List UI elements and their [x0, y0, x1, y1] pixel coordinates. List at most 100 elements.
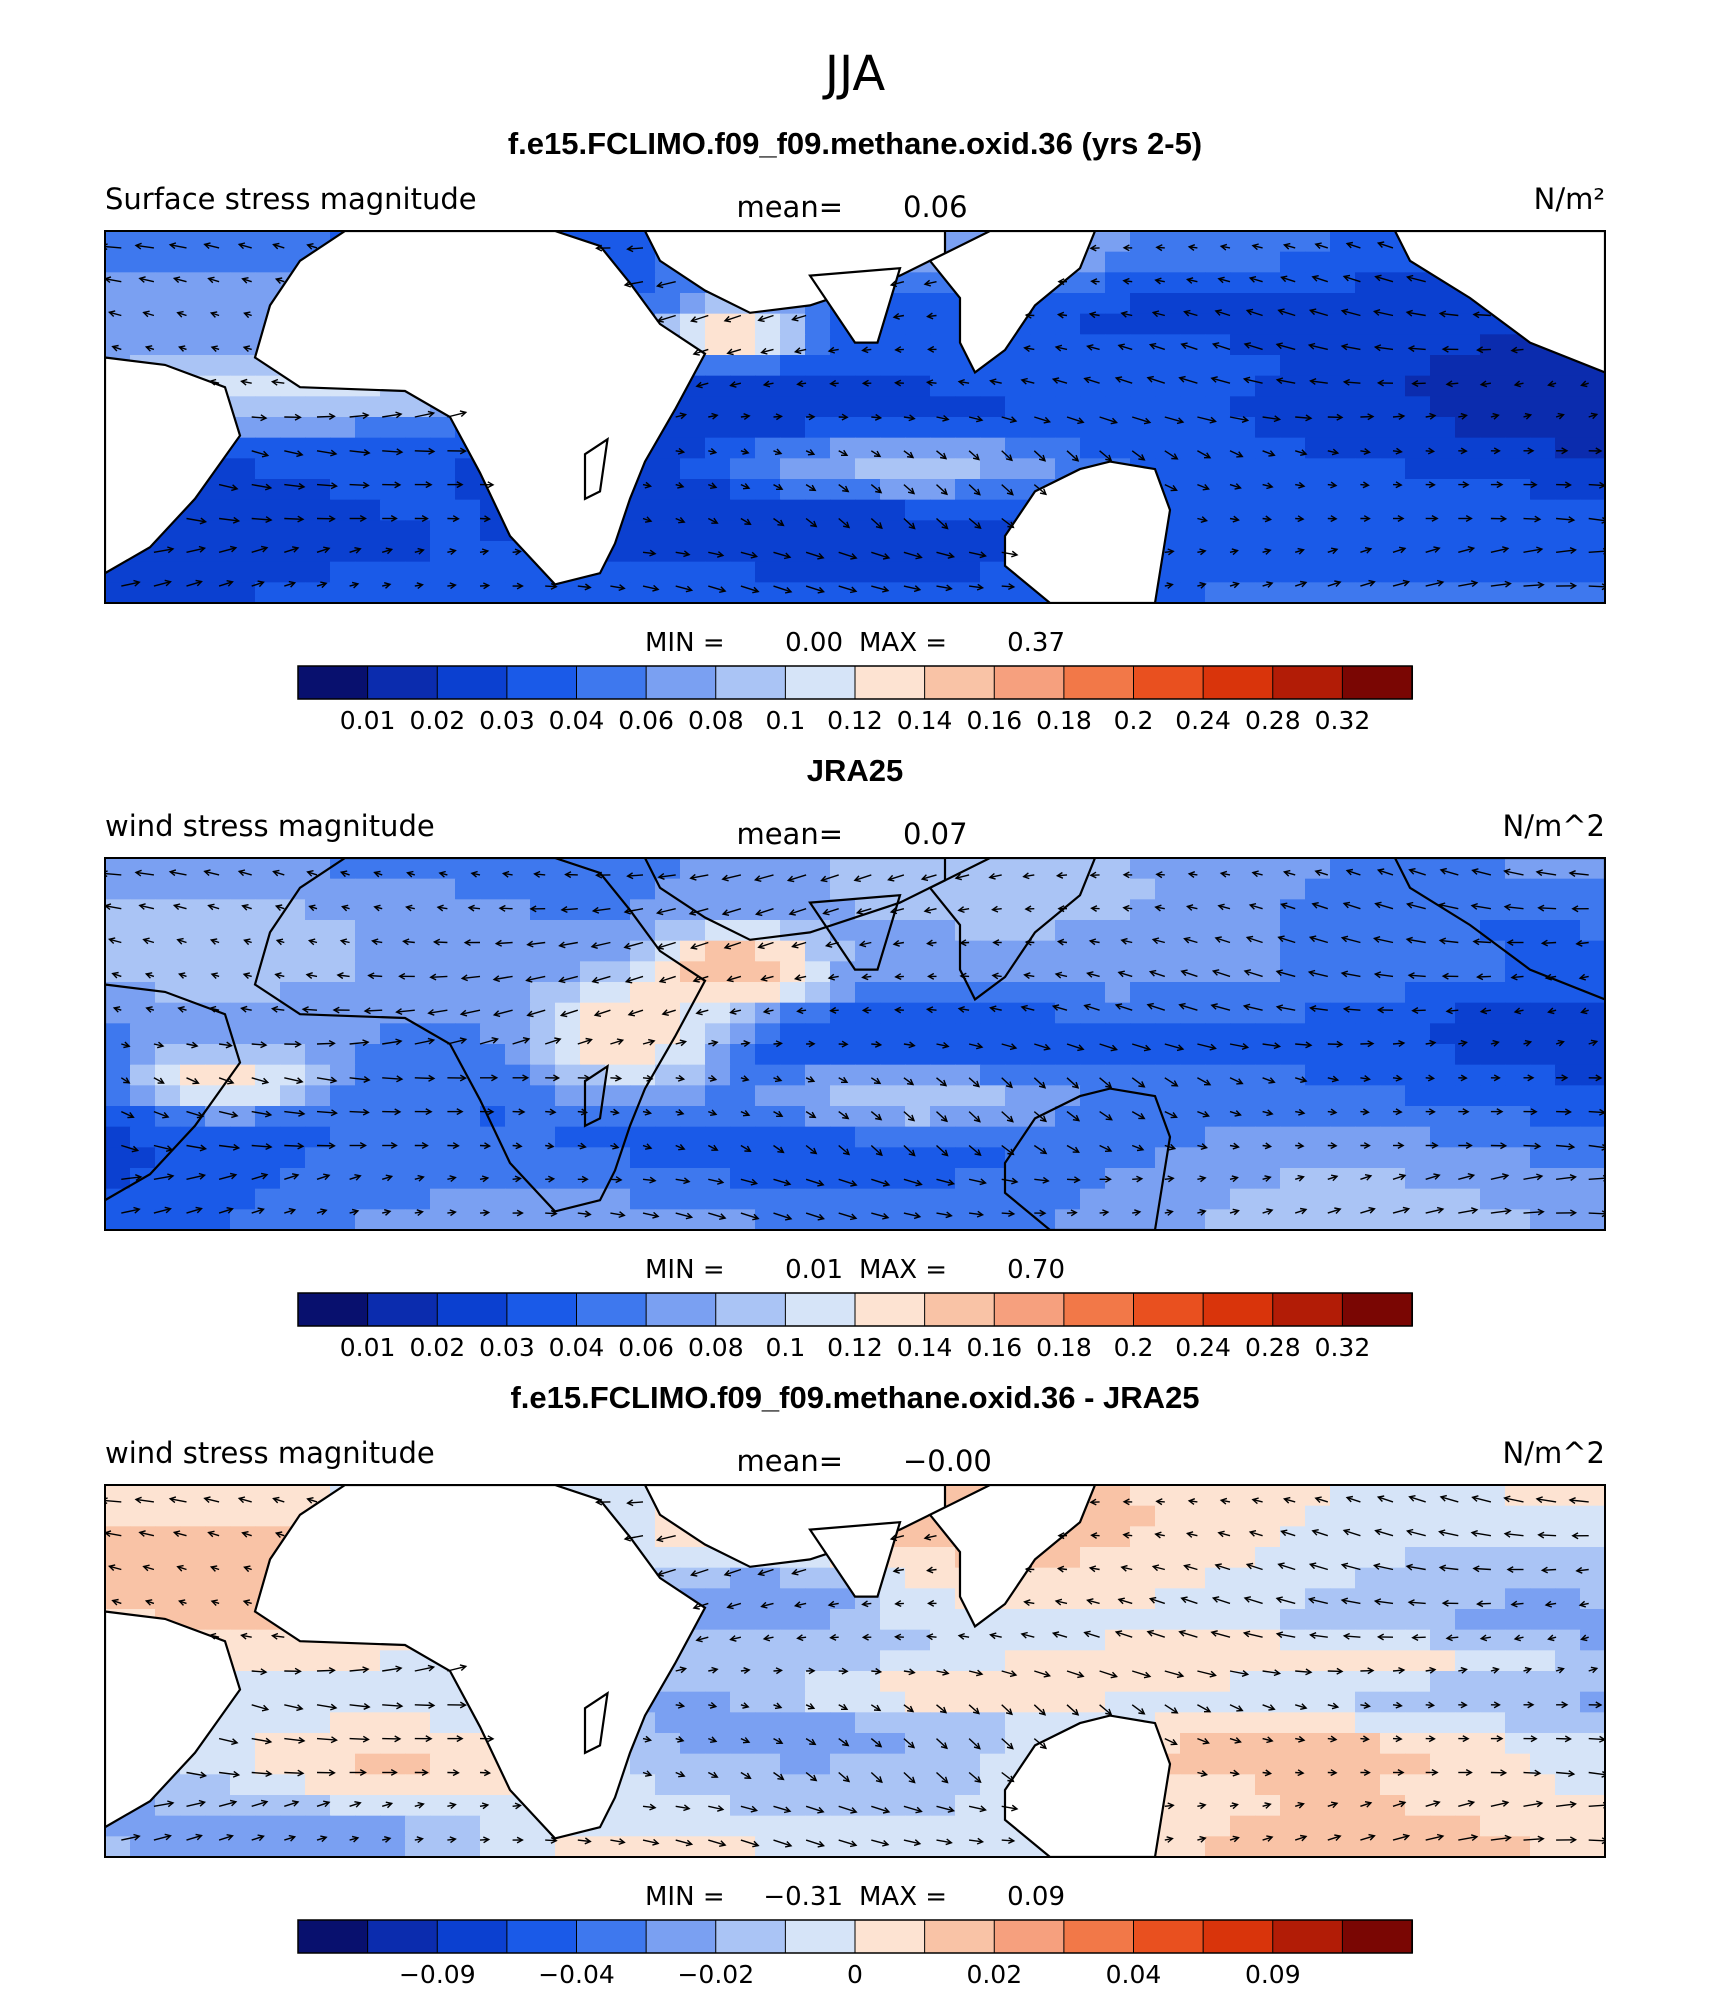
colorbar-swatch	[993, 665, 1065, 700]
colorbar-tick-label: 0.01	[340, 706, 396, 735]
colorbar-tick-label: 0.04	[549, 706, 605, 735]
colorbar-tick-label: 0.03	[479, 706, 535, 735]
colorbar-swatch	[1063, 665, 1135, 700]
colorbar-tick-label: 0.02	[966, 1960, 1022, 1989]
map-field	[105, 1485, 1605, 1857]
colorbar-swatch	[993, 1919, 1065, 1954]
landmass-seasia	[928, 858, 1097, 1002]
colorbar-swatch	[1272, 665, 1344, 700]
colorbar-tick-label: 0.14	[897, 706, 953, 735]
colorbar-tick-label: 0.06	[618, 706, 674, 735]
colorbar-swatch	[1341, 665, 1414, 700]
panel-title: f.e15.FCLIMO.f09_f09.methane.oxid.36 (yr…	[508, 126, 1202, 161]
units-label: N/m^2	[1503, 809, 1605, 843]
figure-title: JJA	[822, 46, 885, 102]
colorbar-swatch	[1133, 665, 1205, 700]
colorbar-tick-label: 0.03	[479, 1333, 535, 1362]
colorbar-swatch	[645, 1919, 717, 1954]
landmass-australia	[1003, 1714, 1172, 1857]
colorbar-tick-label: 0.1	[766, 706, 806, 735]
max-value: 0.37	[1007, 628, 1065, 658]
max-label: MAX =	[859, 1882, 947, 1912]
map-field	[105, 231, 1605, 603]
field-label: Surface stress magnitude	[105, 182, 477, 216]
landmass-samerica	[105, 356, 242, 575]
colorbar-tick-label: 0.18	[1036, 706, 1092, 735]
colorbar-swatch	[715, 1292, 787, 1327]
colorbar: 0.01 0.02 0.03 0.04 0.06 0.08 0.1 0.12 0.14 0.16 0…	[297, 665, 1414, 735]
colorbar-swatch	[576, 665, 648, 700]
coastlines	[105, 231, 1605, 603]
colorbar-swatch	[576, 1919, 648, 1954]
colorbar-swatch	[576, 1292, 648, 1327]
colorbar-swatch	[1202, 1919, 1274, 1954]
colorbar-swatch	[854, 1292, 926, 1327]
colorbar-tick-label: −0.09	[399, 1960, 476, 1989]
map-field	[105, 858, 1605, 1230]
panel-difference: f.e15.FCLIMO.f09_f09.methane.oxid.36 - J…	[104, 1380, 1606, 1989]
colorbar-swatch	[715, 1919, 787, 1954]
colorbar-swatch	[436, 665, 508, 700]
landmass-samerica	[105, 983, 242, 1202]
landmass-seasia	[928, 1485, 1097, 1629]
colorbar-tick-label: 0.02	[409, 1333, 465, 1362]
colorbar-swatch	[1272, 1292, 1344, 1327]
landmass-samerica	[105, 1610, 242, 1829]
colorbar-swatch	[715, 665, 787, 700]
map-frame	[104, 1484, 1606, 1858]
min-value: 0.00	[785, 628, 843, 658]
colorbar-swatch	[506, 1292, 578, 1327]
colorbar-tick-label: 0.02	[409, 706, 465, 735]
colorbar-swatch	[1063, 1919, 1135, 1954]
units-label: N/m^2	[1503, 1436, 1605, 1470]
colorbar-swatch	[367, 665, 439, 700]
colorbar-swatch	[297, 1919, 369, 1954]
colorbar-swatch	[924, 1292, 996, 1327]
colorbar-swatch	[645, 665, 717, 700]
colorbar-swatch	[784, 1292, 857, 1327]
mean-value: 0.07	[903, 817, 968, 851]
landmass-namerica	[1393, 858, 1605, 1001]
mean-value: −0.00	[903, 1444, 992, 1478]
colorbar-swatch	[1341, 1292, 1414, 1327]
colorbar-swatch	[784, 665, 857, 700]
landmass-asia	[643, 858, 947, 941]
colorbar-tick-label: 0.08	[688, 1333, 744, 1362]
colorbar-swatch	[1202, 665, 1274, 700]
landmass-india	[808, 266, 902, 344]
colorbar-swatch	[1202, 1292, 1274, 1327]
landmass-namerica	[1393, 231, 1605, 374]
wind-vectors	[105, 1494, 1605, 1848]
wind-vectors	[105, 867, 1605, 1221]
map-frame	[104, 230, 1606, 604]
field-label: wind stress magnitude	[105, 1436, 435, 1470]
colorbar-tick-label: 0.18	[1036, 1333, 1092, 1362]
min-label: MIN =	[645, 1255, 725, 1285]
landmass-india	[808, 1520, 902, 1598]
min-value: −0.31	[763, 1882, 843, 1912]
colorbar-tick-label: 0	[847, 1960, 863, 1989]
mean-label: mean=	[736, 1444, 843, 1478]
min-label: MIN =	[645, 1882, 725, 1912]
colorbar-tick-label: 0.28	[1245, 1333, 1301, 1362]
max-label: MAX =	[859, 1255, 947, 1285]
field-label: wind stress magnitude	[105, 809, 435, 843]
landmass-africa	[253, 858, 707, 1213]
max-value: 0.09	[1007, 1882, 1065, 1912]
panel-title: JRA25	[807, 753, 904, 788]
colorbar: 0.01 0.02 0.03 0.04 0.06 0.08 0.1 0.12 0.14 0.16 0…	[297, 1292, 1414, 1362]
colorbar-swatch	[784, 1919, 857, 1954]
landmass-india	[808, 893, 902, 971]
colorbar-tick-label: 0.32	[1315, 1333, 1371, 1362]
panel-jra25: JRA25 wind stress magnitude mean= 0.07 N/m^2…	[104, 753, 1606, 1362]
colorbar-tick-label: 0.16	[966, 1333, 1022, 1362]
colorbar-swatch	[1133, 1292, 1205, 1327]
max-label: MAX =	[859, 628, 947, 658]
colorbar-tick-label: 0.01	[340, 1333, 396, 1362]
coastlines	[105, 1485, 1172, 1857]
colorbar-swatch	[367, 1292, 439, 1327]
colorbar-swatch	[1341, 1919, 1414, 1954]
landmass-madagascar	[583, 1691, 609, 1755]
panel-model: f.e15.FCLIMO.f09_f09.methane.oxid.36 (yr…	[104, 126, 1606, 735]
landmass-australia	[1003, 1087, 1172, 1230]
